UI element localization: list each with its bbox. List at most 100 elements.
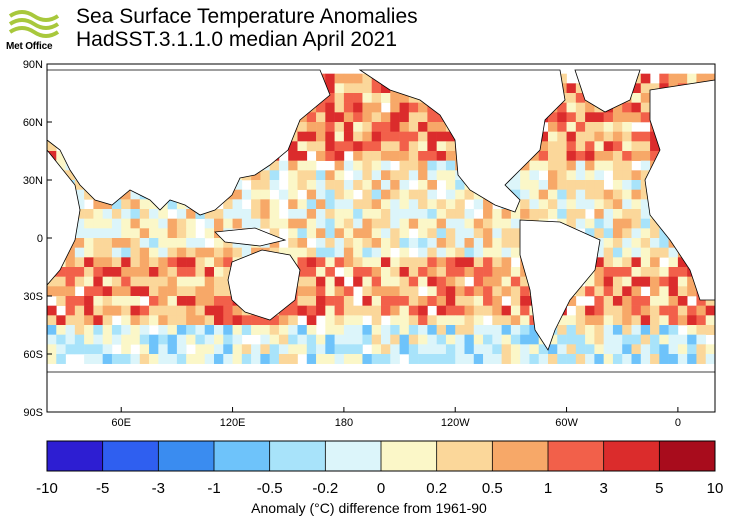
anomaly-cell — [705, 344, 716, 355]
anomaly-cell — [557, 180, 567, 190]
anomaly-cell — [139, 238, 150, 248]
anomaly-cell — [176, 325, 187, 335]
anomaly-cell — [362, 257, 373, 268]
anomaly-cell — [668, 315, 679, 326]
anomaly-cell — [74, 276, 85, 287]
anomaly-cell — [631, 218, 642, 229]
anomaly-cell — [195, 315, 206, 326]
anomaly-cell — [288, 238, 298, 248]
anomaly-cell — [93, 228, 103, 239]
anomaly-cell — [464, 305, 475, 316]
anomaly-cell — [334, 160, 345, 171]
anomaly-cell — [538, 141, 549, 152]
anomaly-cell — [575, 209, 586, 219]
anomaly-cell — [167, 305, 178, 316]
anomaly-cell — [436, 344, 447, 355]
anomaly-cell — [111, 286, 122, 297]
anomaly-cell — [557, 112, 567, 123]
anomaly-cell — [158, 247, 168, 258]
anomaly-cell — [139, 199, 150, 210]
anomaly-cell — [56, 286, 66, 297]
anomaly-cell — [74, 228, 85, 239]
anomaly-cell — [102, 247, 113, 258]
anomaly-cell — [427, 218, 437, 229]
anomaly-cell — [640, 228, 651, 239]
anomaly-cell — [269, 334, 280, 345]
anomaly-cell — [520, 286, 530, 297]
anomaly-cell — [139, 305, 150, 316]
anomaly-cell — [158, 228, 168, 239]
anomaly-cell — [408, 276, 419, 287]
anomaly-cell — [214, 247, 224, 258]
anomaly-cell — [640, 199, 651, 210]
anomaly-cell — [390, 151, 400, 161]
anomaly-cell — [445, 247, 456, 258]
anomaly-cell — [343, 93, 354, 103]
anomaly-cell — [575, 334, 586, 345]
anomaly-cell — [427, 228, 437, 239]
anomaly-cell — [705, 315, 716, 326]
anomaly-cell — [427, 296, 437, 306]
anomaly-cell — [195, 257, 206, 268]
anomaly-cell — [455, 286, 465, 297]
anomaly-cell — [575, 218, 586, 229]
anomaly-cell — [585, 141, 595, 152]
anomaly-cell — [418, 141, 428, 152]
anomaly-cell — [548, 180, 558, 190]
anomaly-cell — [195, 286, 206, 297]
anomaly-cell — [381, 257, 391, 268]
anomaly-cell — [325, 93, 335, 103]
anomaly-cell — [622, 141, 632, 152]
anomaly-cell — [111, 325, 122, 335]
anomaly-cell — [473, 354, 484, 364]
colorbar-tick-label: 0.2 — [426, 480, 447, 497]
anomaly-cell — [640, 160, 651, 171]
anomaly-cell — [214, 305, 224, 316]
anomaly-cell — [167, 296, 178, 306]
anomaly-cell — [93, 267, 103, 277]
anomaly-cell — [585, 151, 595, 161]
anomaly-cell — [269, 170, 280, 181]
anomaly-cell — [492, 296, 502, 306]
anomaly-cell — [241, 247, 252, 258]
anomaly-cell — [575, 189, 586, 200]
anomaly-cell — [418, 209, 428, 219]
anomaly-cell — [130, 267, 141, 277]
anomaly-cell — [603, 276, 614, 287]
anomaly-cell — [325, 354, 335, 364]
anomaly-cell — [306, 257, 317, 268]
anomaly-cell — [594, 325, 604, 335]
anomaly-cell — [204, 257, 215, 268]
anomaly-cell — [176, 276, 187, 287]
anomaly-cell — [223, 247, 233, 258]
anomaly-cell — [325, 209, 335, 219]
anomaly-cell — [473, 238, 484, 248]
anomaly-cell — [436, 315, 447, 326]
anomaly-cell — [381, 189, 391, 200]
anomaly-cell — [139, 344, 150, 355]
anomaly-cell — [427, 151, 437, 161]
anomaly-cell — [334, 218, 345, 229]
anomaly-cell — [575, 141, 586, 152]
anomaly-cell — [325, 305, 335, 316]
anomaly-cell — [241, 218, 252, 229]
anomaly-cell — [343, 141, 354, 152]
anomaly-cell — [622, 209, 632, 219]
anomaly-cell — [622, 286, 632, 297]
anomaly-cell — [659, 276, 669, 287]
anomaly-cell — [93, 209, 103, 219]
anomaly-cell — [297, 334, 308, 345]
anomaly-cell — [659, 315, 669, 326]
anomaly-cell — [483, 296, 493, 306]
anomaly-cell — [659, 334, 669, 345]
anomaly-cell — [612, 267, 623, 277]
anomaly-cell — [371, 122, 382, 132]
anomaly-cell — [585, 325, 595, 335]
anomaly-cell — [640, 189, 651, 200]
anomaly-cell — [121, 199, 131, 210]
anomaly-cell — [316, 141, 326, 152]
anomaly-cell — [687, 276, 697, 287]
anomaly-cell — [529, 334, 540, 345]
anomaly-cell — [381, 276, 391, 287]
anomaly-cell — [381, 296, 391, 306]
